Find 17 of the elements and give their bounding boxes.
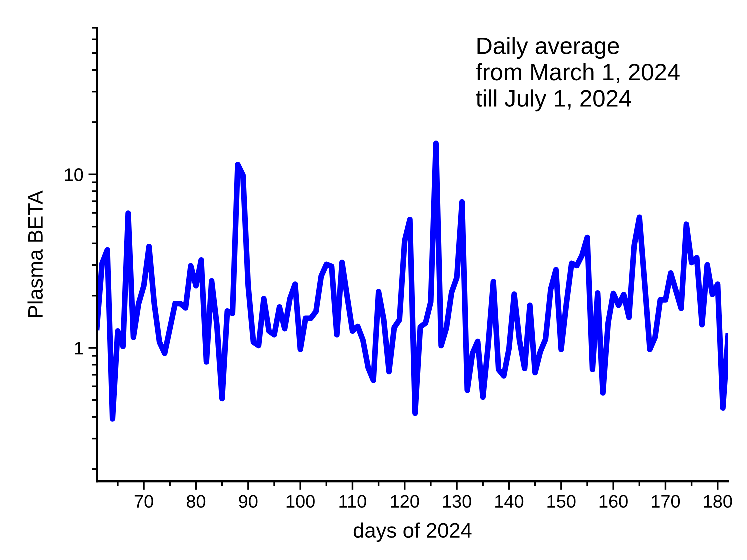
y-tick-label: 1 (75, 342, 84, 355)
x-tick-label: 170 (652, 495, 680, 508)
y-tick-label: 10 (65, 168, 84, 182)
annotation: Daily average from March 1, 2024 till July 1, 2024 (476, 37, 680, 112)
x-tick-label: 120 (391, 495, 420, 508)
x-axis-title: days of 2024 (354, 522, 472, 542)
x-tick-label: 150 (548, 495, 576, 508)
x-tick-label: 180 (704, 495, 732, 508)
x-tick-label: 140 (496, 495, 524, 508)
x-tick-label: 70 (134, 495, 154, 508)
x-tick-label: 110 (340, 495, 366, 508)
x-tick-label: 130 (443, 495, 472, 508)
x-tick-label: 100 (286, 495, 315, 508)
x-tick-label: 80 (186, 495, 206, 508)
x-tick-label: 90 (239, 495, 258, 508)
x-tick-label: 160 (600, 495, 628, 508)
y-axis-title: Plasma BETA (28, 190, 44, 318)
